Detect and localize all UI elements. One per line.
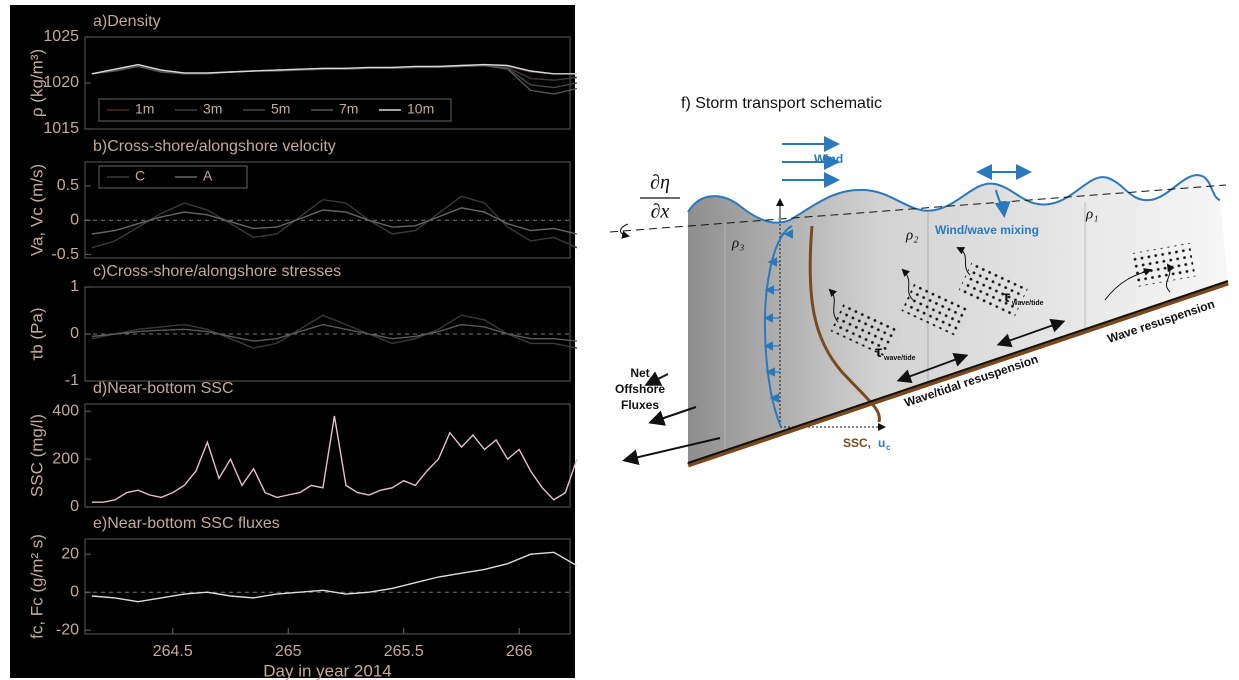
legend-label: 1m: [135, 101, 154, 117]
fraction-denominator: ∂x: [651, 201, 670, 223]
x-tick-label: 266: [506, 643, 533, 660]
velocity-subscript: c: [886, 443, 891, 452]
legend-label: 7m: [339, 101, 358, 117]
y-tick-label: 400: [52, 402, 79, 419]
ssc-label: SSC,: [843, 436, 871, 450]
y-axis-label: Va, Vc (m/s): [27, 164, 46, 256]
legend-label: 10m: [407, 101, 434, 117]
y-tick-label: 200: [52, 450, 79, 467]
x-tick-label: 264.5: [153, 643, 193, 660]
legend-label: C: [135, 168, 145, 184]
density-label: ρ₃: [731, 235, 744, 251]
y-tick-label: -1: [65, 372, 79, 389]
panel-title: d)Near-bottom SSC: [93, 380, 234, 397]
y-tick-label: 0.5: [57, 177, 79, 194]
y-tick-label: 1020: [43, 74, 79, 91]
mixing-label: Wind/wave mixing: [935, 223, 1039, 237]
page: {"chart_data": [ {"type": "line", "title…: [0, 0, 1239, 680]
x-tick-label: 265: [275, 643, 302, 660]
flux-label: Offshore: [615, 382, 665, 396]
schematic: f) Storm transport schematic ∂η ∂x Wind …: [610, 95, 1228, 465]
y-tick-label: 0: [70, 212, 79, 229]
y-tick-label: 1: [70, 278, 79, 295]
stress-label: τ: [875, 344, 882, 361]
wind-label: Wind: [814, 152, 843, 166]
panel-title: a)Density: [93, 13, 161, 30]
legend-label: A: [203, 168, 213, 184]
flux-label: Fluxes: [621, 398, 659, 412]
stress-label: τ: [1003, 289, 1010, 306]
panel-title: b)Cross-shore/alongshore velocity: [93, 138, 336, 155]
stress-subscript: wave/tide: [1011, 300, 1044, 307]
velocity-label: u: [878, 436, 885, 450]
x-axis-label: Day in year 2014: [263, 661, 392, 680]
panel-title: c)Cross-shore/alongshore stresses: [93, 263, 341, 280]
flux-label: Net: [630, 366, 649, 380]
y-axis-label: SSC (mg/l): [27, 414, 46, 497]
y-tick-label: 20: [61, 545, 79, 562]
slope-rotation: [621, 224, 629, 236]
fraction-numerator: ∂η: [650, 172, 670, 194]
y-axis-label: τb (Pa): [27, 307, 46, 360]
y-tick-label: 1015: [43, 120, 79, 137]
y-tick-label: 0: [70, 325, 79, 342]
stress-subscript: wave/tide: [883, 355, 916, 362]
y-tick-label: -20: [56, 621, 79, 638]
y-tick-label: 0: [70, 498, 79, 515]
figure: a)Densityρ (kg/m³)1015102010251m3m5m7m10…: [0, 0, 1239, 680]
x-tick-label: 265.5: [384, 643, 424, 660]
y-tick-label: 0: [70, 583, 79, 600]
legend-label: 3m: [203, 101, 222, 117]
y-axis-label: fc, Fc (g/m² s): [27, 534, 46, 639]
schematic-title: f) Storm transport schematic: [681, 95, 882, 112]
density-label: ρ₁: [1085, 206, 1098, 222]
panel-title: e)Near-bottom SSC fluxes: [93, 515, 280, 532]
y-tick-label: 1025: [43, 28, 79, 45]
density-label: ρ₂: [905, 227, 918, 243]
legend-label: 5m: [271, 101, 290, 117]
y-tick-label: -0.5: [51, 246, 79, 263]
